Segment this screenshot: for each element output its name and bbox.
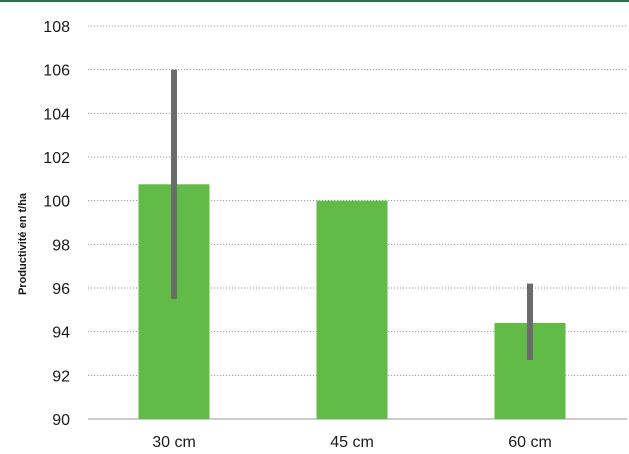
x-tick-label: 60 cm <box>508 434 552 451</box>
y-tick-label: 104 <box>43 106 70 123</box>
y-axis-ticks: 90 92 94 96 98 100 102 104 106 108 <box>43 19 70 429</box>
y-tick-label: 100 <box>43 194 70 211</box>
y-tick-label: 90 <box>52 412 70 429</box>
y-tick-label: 96 <box>52 281 70 298</box>
y-tick-label: 102 <box>43 150 70 167</box>
y-tick-label: 92 <box>52 368 70 385</box>
x-axis-ticks: 30 cm 45 cm 60 cm <box>152 434 552 451</box>
y-tick-label: 98 <box>52 237 70 254</box>
bars <box>138 184 566 419</box>
bar <box>316 200 388 419</box>
x-tick-label: 45 cm <box>330 434 374 451</box>
y-tick-label: 94 <box>52 325 70 342</box>
top-rule <box>0 0 629 2</box>
y-tick-label: 106 <box>43 63 70 80</box>
y-tick-label: 108 <box>43 19 70 36</box>
error-bars <box>171 69 533 361</box>
y-axis-label: Productivité en t/ha <box>17 192 29 295</box>
x-tick-label: 30 cm <box>152 434 196 451</box>
